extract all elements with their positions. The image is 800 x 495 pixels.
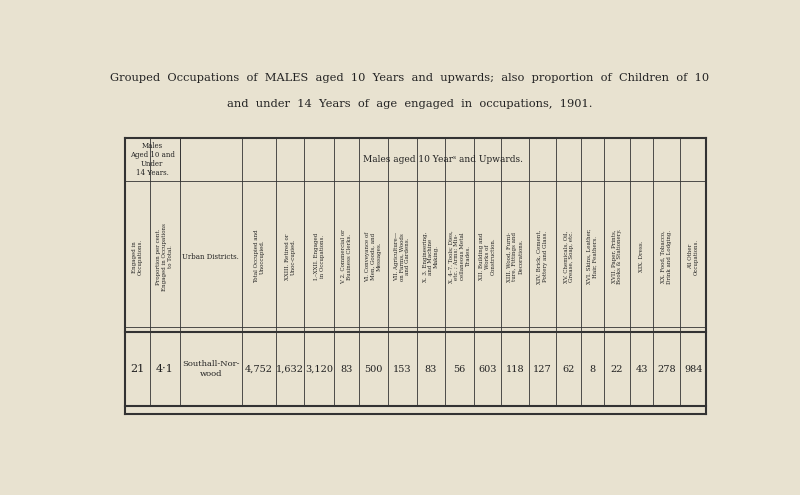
Text: XV. Chemicals, Oil,
Grease, Soap, etc.: XV. Chemicals, Oil, Grease, Soap, etc. (563, 231, 574, 283)
Text: Urban Districts.: Urban Districts. (182, 252, 239, 261)
Text: 603: 603 (478, 365, 497, 374)
Text: 83: 83 (341, 365, 353, 374)
Text: XX. Food, Tobacco,
Drink and Lodging.: XX. Food, Tobacco, Drink and Lodging. (661, 230, 672, 284)
Text: Males
Aged 10 and
Under
14 Years.: Males Aged 10 and Under 14 Years. (130, 142, 174, 177)
Text: XIX. Dress.: XIX. Dress. (639, 241, 644, 272)
Text: XVI. Skins, Leather,
Hair, Feathers.: XVI. Skins, Leather, Hair, Feathers. (587, 229, 598, 285)
Text: 8: 8 (590, 365, 595, 374)
Text: 4,752: 4,752 (245, 365, 273, 374)
Text: Engaged in
Occupations.: Engaged in Occupations. (132, 239, 142, 275)
Text: Southall-Nor-
wood: Southall-Nor- wood (182, 360, 239, 378)
Text: 62: 62 (562, 365, 574, 374)
Text: XII. Building and
Works of
Construction.: XII. Building and Works of Construction. (479, 233, 496, 280)
Text: Males aged 10 Yearˢ and Upwards.: Males aged 10 Yearˢ and Upwards. (363, 155, 523, 164)
Text: 22: 22 (610, 365, 623, 374)
Text: 118: 118 (506, 365, 524, 374)
Text: 153: 153 (393, 365, 411, 374)
Text: XIII. Wood, Furni-
ture, Fittings and
Decorations.: XIII. Wood, Furni- ture, Fittings and De… (506, 232, 523, 282)
Text: Proportion per cent.
Engaged in Occupations
to Total.: Proportion per cent. Engaged in Occupati… (156, 223, 173, 291)
Text: 43: 43 (635, 365, 648, 374)
Text: 83: 83 (425, 365, 437, 374)
Text: 1,632: 1,632 (276, 365, 304, 374)
Text: VII. Agriculture—
on Farms, Woods
and Gardens.: VII. Agriculture— on Farms, Woods and Ga… (394, 232, 410, 281)
Text: 127: 127 (533, 365, 552, 374)
Text: I.–XXII. Engaged
in Occupations.: I.–XXII. Engaged in Occupations. (314, 233, 325, 280)
Text: 56: 56 (454, 365, 466, 374)
Text: VI. Conveyance of
Men, Goods, and
Messages.: VI. Conveyance of Men, Goods, and Messag… (366, 232, 382, 282)
Text: Total Occupied and
Unoccupied.: Total Occupied and Unoccupied. (254, 230, 265, 284)
Text: 500: 500 (364, 365, 382, 374)
Text: All Other
Occupations.: All Other Occupations. (688, 239, 698, 275)
Text: V. 2. Commercial or
Business Clerks.: V. 2. Commercial or Business Clerks. (342, 229, 352, 284)
Text: 984: 984 (684, 365, 702, 374)
Text: XVII. Paper, Prints,
Books & Stationery.: XVII. Paper, Prints, Books & Stationery. (611, 229, 622, 285)
Text: 21: 21 (130, 364, 144, 374)
Text: 4·1: 4·1 (156, 364, 174, 374)
Text: Grouped  Occupations  of  MALES  aged  10  Years  and  upwards;  also  proportio: Grouped Occupations of MALES aged 10 Yea… (110, 73, 710, 83)
Text: XIV. Brick, Cement,
Pottery and Glass.: XIV. Brick, Cement, Pottery and Glass. (537, 230, 548, 284)
Text: 3,120: 3,120 (306, 365, 334, 374)
Text: and  under  14  Years  of  age  engaged  in  occupations,  1901.: and under 14 Years of age engaged in occ… (227, 99, 593, 109)
Text: 278: 278 (657, 365, 676, 374)
Text: X. 4–7. Tools; Dies,
etc. ; Arms; Mis-
cellaneous Metal
Trades.: X. 4–7. Tools; Dies, etc. ; Arms; Mis- c… (448, 230, 470, 283)
Text: XXIII. Retired or
Unoc­cupied.: XXIII. Retired or Unoc­cupied. (285, 234, 296, 280)
Text: X. 3. Engineering,
and Machine
Making.: X. 3. Engineering, and Machine Making. (422, 232, 439, 282)
